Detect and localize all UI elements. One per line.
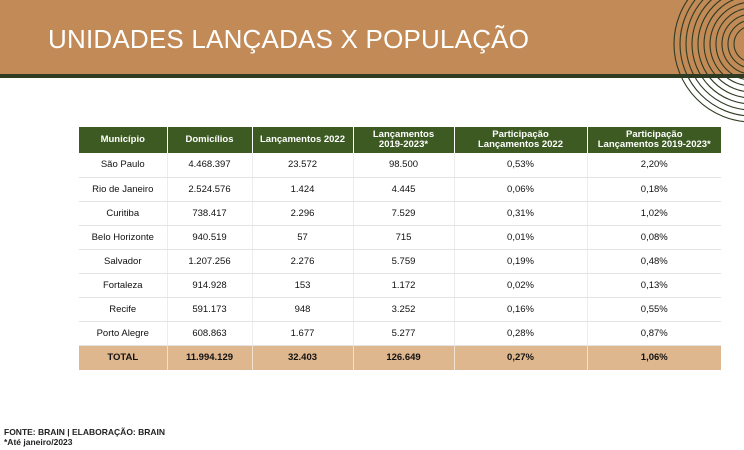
table-row: Belo Horizonte 940.519 57 715 0,01% 0,08…: [79, 225, 721, 250]
cell-domicilios: 940.519: [166, 225, 252, 250]
cell-participacao-2022: 0,16%: [453, 297, 587, 322]
cell-participacao-2019-2023: 0,48%: [586, 249, 721, 274]
cell-participacao-2019-2023: 0,87%: [586, 321, 721, 346]
cell-domicilios: 4.468.397: [166, 153, 252, 178]
cell-lancamentos-2019-2023: 4.445: [352, 177, 454, 202]
table-header-row: Município Domicílios Lançamentos 2022 La…: [79, 127, 721, 153]
cell-lancamentos-2019-2023: 715: [352, 225, 454, 250]
total-domicilios: 11.994.129: [166, 345, 252, 370]
cell-participacao-2019-2023: 0,55%: [586, 297, 721, 322]
table-row: Recife 591.173 948 3.252 0,16% 0,55%: [79, 297, 721, 322]
column-header-municipio: Município: [79, 127, 167, 153]
header-bar: UNIDADES LANÇADAS X POPULAÇÃO: [0, 0, 744, 123]
header-divider: [0, 74, 744, 78]
cell-lancamentos-2022: 2.276: [251, 249, 353, 274]
cell-lancamentos-2022: 1.424: [251, 177, 353, 202]
cell-lancamentos-2019-2023: 98.500: [352, 153, 454, 178]
cell-municipio: Fortaleza: [79, 273, 167, 298]
cell-lancamentos-2019-2023: 1.172: [352, 273, 454, 298]
column-header-domicilios: Domicílios: [166, 127, 252, 153]
cell-participacao-2022: 0,31%: [453, 201, 587, 226]
cell-domicilios: 608.863: [166, 321, 252, 346]
total-lancamentos-2022: 32.403: [251, 345, 353, 370]
total-participacao-2019-2023: 1,06%: [586, 345, 721, 370]
table-row: São Paulo 4.468.397 23.572 98.500 0,53% …: [79, 153, 721, 178]
cell-municipio: Recife: [79, 297, 167, 322]
total-label: TOTAL: [79, 345, 167, 370]
cell-domicilios: 738.417: [166, 201, 252, 226]
page-title: UNIDADES LANÇADAS X POPULAÇÃO: [48, 24, 530, 54]
data-table: Município Domicílios Lançamentos 2022 La…: [79, 127, 721, 370]
cell-lancamentos-2019-2023: 5.277: [352, 321, 454, 346]
cell-participacao-2019-2023: 0,08%: [586, 225, 721, 250]
table-row: Rio de Janeiro 2.524.576 1.424 4.445 0,0…: [79, 177, 721, 202]
cell-municipio: São Paulo: [79, 153, 167, 178]
total-participacao-2022: 0,27%: [453, 345, 587, 370]
cell-participacao-2019-2023: 2,20%: [586, 153, 721, 178]
date-footnote: *Até janeiro/2023: [4, 437, 73, 447]
cell-participacao-2022: 0,53%: [453, 153, 587, 178]
cell-domicilios: 1.207.256: [166, 249, 252, 274]
cell-municipio: Salvador: [79, 249, 167, 274]
cell-participacao-2022: 0,01%: [453, 225, 587, 250]
column-header-lancamentos-2019-2023: Lançamentos 2019-2023*: [352, 127, 454, 153]
table-row: Salvador 1.207.256 2.276 5.759 0,19% 0,4…: [79, 249, 721, 274]
cell-participacao-2022: 0,19%: [453, 249, 587, 274]
cell-municipio: Rio de Janeiro: [79, 177, 167, 202]
column-header-participacao-2022: Participação Lançamentos 2022: [453, 127, 587, 153]
cell-domicilios: 914.928: [166, 273, 252, 298]
cell-lancamentos-2022: 23.572: [251, 153, 353, 178]
cell-municipio: Porto Alegre: [79, 321, 167, 346]
cell-domicilios: 591.173: [166, 297, 252, 322]
cell-participacao-2022: 0,28%: [453, 321, 587, 346]
table-row: Porto Alegre 608.863 1.677 5.277 0,28% 0…: [79, 321, 721, 346]
cell-participacao-2022: 0,02%: [453, 273, 587, 298]
table-row: Fortaleza 914.928 153 1.172 0,02% 0,13%: [79, 273, 721, 298]
source-note: FONTE: BRAIN | ELABORAÇÃO: BRAIN: [4, 427, 166, 437]
cell-lancamentos-2019-2023: 3.252: [352, 297, 454, 322]
column-header-participacao-2019-2023: Participação Lançamentos 2019-2023*: [586, 127, 721, 153]
cell-lancamentos-2022: 1.677: [251, 321, 353, 346]
decorative-arcs-icon: [673, 0, 744, 123]
cell-municipio: Curitiba: [79, 201, 167, 226]
table-row: Curitiba 738.417 2.296 7.529 0,31% 1,02%: [79, 201, 721, 226]
cell-lancamentos-2019-2023: 7.529: [352, 201, 454, 226]
total-lancamentos-2019-2023: 126.649: [352, 345, 454, 370]
cell-participacao-2019-2023: 0,18%: [586, 177, 721, 202]
cell-participacao-2022: 0,06%: [453, 177, 587, 202]
cell-domicilios: 2.524.576: [166, 177, 252, 202]
cell-lancamentos-2022: 948: [251, 297, 353, 322]
cell-lancamentos-2022: 57: [251, 225, 353, 250]
cell-lancamentos-2022: 2.296: [251, 201, 353, 226]
cell-municipio: Belo Horizonte: [79, 225, 167, 250]
cell-participacao-2019-2023: 1,02%: [586, 201, 721, 226]
table-total-row: TOTAL 11.994.129 32.403 126.649 0,27% 1,…: [79, 345, 721, 370]
cell-lancamentos-2022: 153: [251, 273, 353, 298]
cell-lancamentos-2019-2023: 5.759: [352, 249, 454, 274]
footer-notes: FONTE: BRAIN | ELABORAÇÃO: BRAIN *Até ja…: [4, 427, 165, 447]
cell-participacao-2019-2023: 0,13%: [586, 273, 721, 298]
column-header-lancamentos-2022: Lançamentos 2022: [251, 127, 353, 153]
